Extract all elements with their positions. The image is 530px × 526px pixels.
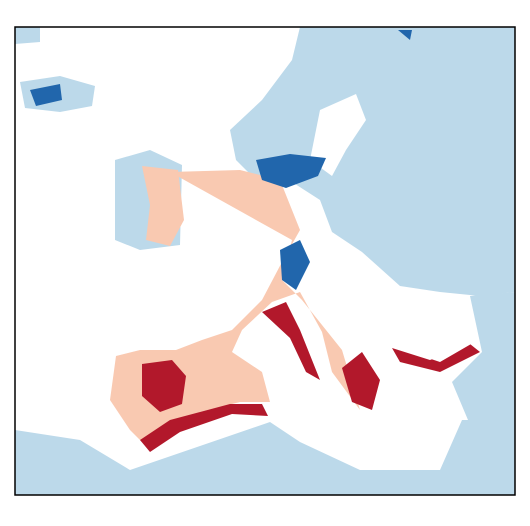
south-sea: [15, 420, 515, 495]
peninsula-coast: [262, 302, 320, 380]
east-coast: [342, 352, 380, 410]
black-sea: [396, 300, 478, 362]
north-patch: [256, 154, 326, 188]
corner-region: [15, 27, 40, 44]
isles-zone: [142, 166, 184, 246]
west-patch: [30, 84, 62, 106]
east-patch: [280, 240, 310, 290]
baltic: [310, 94, 366, 176]
south-coast: [140, 404, 268, 452]
map-layers: [15, 27, 515, 495]
map-frame: [14, 26, 516, 496]
east-region: [452, 292, 515, 420]
iberia-core: [142, 360, 186, 412]
north-region: [230, 27, 515, 296]
top-patch: [398, 30, 412, 40]
